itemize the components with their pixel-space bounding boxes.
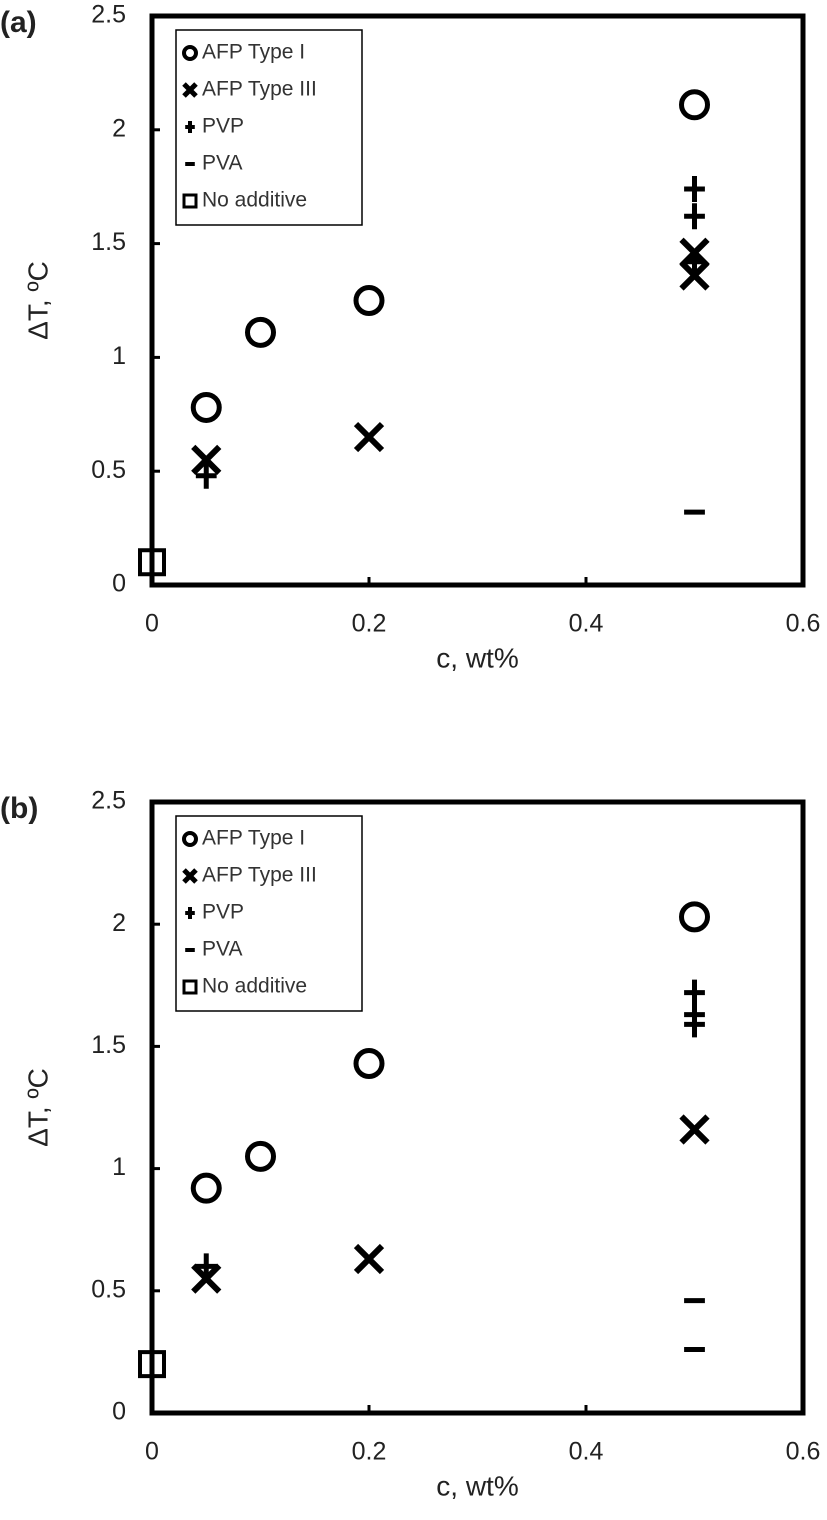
data-point [245,316,276,348]
legend-marker [182,979,198,995]
y-tick-label: 0.5 [91,456,126,484]
legend-label: No additive [202,975,307,998]
legend-marker [185,121,195,133]
y-tick-label: 0.5 [91,1275,126,1303]
plot-frame [149,799,806,1416]
y-axis-label: ΔT, ºC [22,1068,53,1147]
y-tick-label: 1.5 [91,228,126,256]
x-tick-label: 0 [145,610,159,638]
x-tick-label: 0.4 [569,610,604,638]
legend-label: No additive [202,189,307,212]
data-point [353,1243,385,1275]
data-point [245,1140,276,1172]
legend-box [175,29,363,226]
data-point [195,462,217,489]
legend-label: AFP Type I [202,827,305,850]
x-tick-label: 0.2 [352,1438,387,1466]
data-point [679,901,710,933]
y-tick-label: 2 [112,909,126,937]
panel-label: (b) [0,792,38,825]
data-point [684,979,705,1006]
legend-label: PVP [202,115,244,138]
data-point [190,391,222,423]
y-tick-label: 2 [112,114,126,142]
x-tick-label: 0.4 [569,1438,604,1466]
legend-label: AFP Type I [202,41,305,64]
data-point [353,1048,385,1080]
x-tick-label: 0.2 [352,610,387,638]
data-point [684,175,705,202]
legend-marker [185,907,195,919]
legend-marker [182,868,198,884]
y-tick-label: 2.5 [91,787,126,815]
data-point [195,1253,217,1280]
legend-label: AFP Type III [202,78,317,101]
legend-label: AFP Type III [202,864,317,887]
data-point [684,248,705,275]
y-tick-label: 1.5 [91,1031,126,1059]
legend-marker [182,831,198,847]
data-point [684,203,705,230]
x-axis-label: c, wt% [436,642,518,673]
legend-label: PVP [202,901,244,924]
x-axis-label: c, wt% [436,1470,518,1501]
y-tick-label: 2.5 [91,1,126,29]
y-tick-label: 1 [112,342,126,370]
y-tick-label: 0 [112,1398,126,1426]
plot-frame [149,13,806,588]
data-point [679,260,710,291]
y-axis-label: ΔT, ºC [22,261,53,340]
data-point [684,1011,705,1038]
data-point [679,89,710,121]
y-tick-label: 0 [112,570,126,598]
legend-box [175,815,363,1012]
legend-label: PVA [202,152,242,175]
x-tick-label: 0 [145,1438,159,1466]
x-tick-label: 0.6 [786,610,821,638]
data-point [191,444,222,475]
legend-marker [182,45,198,61]
x-tick-label: 0.6 [786,1438,821,1466]
panel-label: (a) [0,6,37,39]
legend-marker [182,193,198,209]
y-tick-label: 1 [112,1153,126,1181]
data-point [190,1172,222,1204]
legend-marker [182,82,198,98]
data-point [353,285,385,316]
data-point [353,421,385,453]
data-point [679,1114,710,1145]
legend-label: PVA [202,938,242,961]
data-point [138,1350,166,1379]
data-point [138,548,166,577]
